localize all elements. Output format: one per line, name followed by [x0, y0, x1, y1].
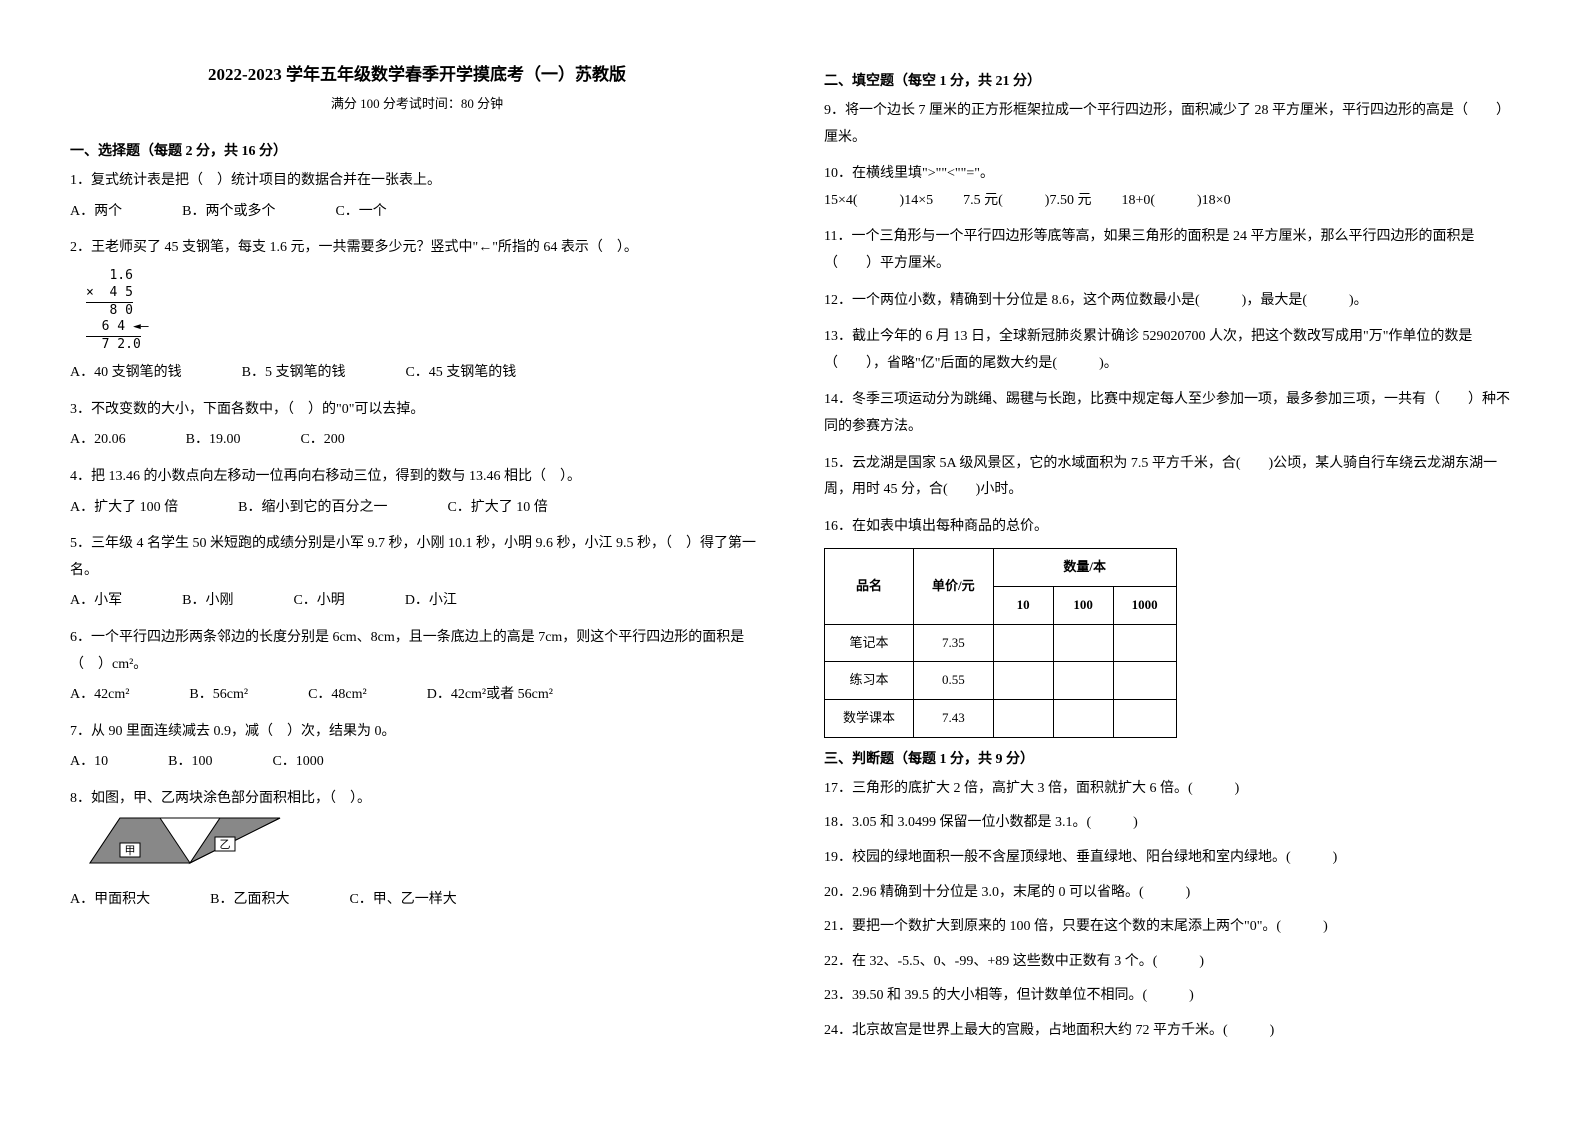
q9: 9．将一个边长 7 厘米的正方形框架拉成一个平行四边形，面积减少了 28 平方厘…	[824, 98, 1518, 151]
q6-text: 6．一个平行四边形两条邻边的长度分别是 6cm、8cm，且一条底边上的高是 7c…	[70, 625, 764, 678]
q14: 14．冬季三项运动分为跳绳、踢毽与长跑，比赛中规定每人至少参加一项，最多参加三项…	[824, 387, 1518, 440]
shape-a-label: 甲	[125, 845, 136, 857]
table-row: 笔记本 7.35	[825, 624, 1177, 662]
r1-name: 笔记本	[825, 624, 914, 662]
q5: 5．三年级 4 名学生 50 米短跑的成绩分别是小军 9.7 秒，小刚 10.1…	[70, 531, 764, 615]
section1-header: 一、选择题（每题 2 分，共 16 分）	[70, 140, 764, 160]
blank-cell	[1113, 700, 1176, 738]
q6-opt-d: D．42cm²或者 56cm²	[427, 682, 553, 709]
col-name: 品名	[825, 549, 914, 624]
q10-p2: 7.5 元( )7.50 元	[963, 188, 1091, 215]
q21: 21．要把一个数扩大到原来的 100 倍，只要在这个数的末尾添上两个"0"。( …	[824, 914, 1518, 941]
r2-name: 练习本	[825, 662, 914, 700]
blank-cell	[1053, 624, 1113, 662]
q13: 13．截止今年的 6 月 13 日，全球新冠肺炎累计确诊 529020700 人…	[824, 324, 1518, 377]
q6-opt-a: A．42cm²	[70, 682, 129, 709]
table-row: 练习本 0.55	[825, 662, 1177, 700]
left-column: 2022-2023 学年五年级数学春季开学摸底考（一）苏教版 满分 100 分考…	[40, 60, 794, 1063]
q3-opt-c: C．200	[300, 427, 344, 454]
q6-opt-c: C．48cm²	[308, 682, 367, 709]
qty-100: 100	[1053, 587, 1113, 625]
q8-opt-c: C．甲、乙一样大	[349, 887, 456, 914]
col-qty: 数量/本	[993, 549, 1176, 587]
q8-opt-a: A．甲面积大	[70, 887, 150, 914]
q1-opt-c: C．一个	[335, 199, 386, 226]
shape-b-label: 乙	[220, 838, 231, 851]
q17: 17．三角形的底扩大 2 倍，高扩大 3 倍，面积就扩大 6 倍。( )	[824, 776, 1518, 803]
q20: 20．2.96 精确到十分位是 3.0，末尾的 0 可以省略。( )	[824, 880, 1518, 907]
q5-opt-a: A．小军	[70, 588, 122, 615]
q16: 16．在如表中填出每种商品的总价。 品名 单价/元 数量/本 10 100 10…	[824, 514, 1518, 738]
table-row: 数学课本 7.43	[825, 700, 1177, 738]
q3-text: 3．不改变数的大小，下面各数中，（ ）的"0"可以去掉。	[70, 397, 764, 424]
q2-calculation: 1.6 × 4 5 8 0 6 4 ◄— 7 2.0	[86, 268, 764, 354]
section2-header: 二、填空题（每空 1 分，共 21 分）	[824, 70, 1518, 90]
q6: 6．一个平行四边形两条邻边的长度分别是 6cm、8cm，且一条底边上的高是 7c…	[70, 625, 764, 709]
q5-opt-d: D．小江	[405, 588, 457, 615]
exam-subtitle: 满分 100 分考试时间：80 分钟	[70, 93, 764, 112]
r3-price: 7.43	[914, 700, 994, 738]
blank-cell	[993, 700, 1053, 738]
r2-price: 0.55	[914, 662, 994, 700]
q16-text: 16．在如表中填出每种商品的总价。	[824, 514, 1518, 541]
q1-opt-a: A．两个	[70, 199, 122, 226]
q22: 22．在 32、-5.5、0、-99、+89 这些数中正数有 3 个。( )	[824, 949, 1518, 976]
q10-p3: 18+0( )18×0	[1121, 188, 1230, 215]
q16-table: 品名 单价/元 数量/本 10 100 1000 笔记本 7.35 练习本 0.…	[824, 548, 1177, 737]
q1-text: 1．复式统计表是把（ ）统计项目的数据合并在一张表上。	[70, 168, 764, 195]
q4-opt-b: B．缩小到它的百分之一	[238, 495, 387, 522]
q6-opt-b: B．56cm²	[189, 682, 248, 709]
blank-cell	[1113, 662, 1176, 700]
section3-header: 三、判断题（每题 1 分，共 9 分）	[824, 748, 1518, 768]
col-price: 单价/元	[914, 549, 994, 624]
blank-cell	[1053, 700, 1113, 738]
q11: 11．一个三角形与一个平行四边形等底等高，如果三角形的面积是 24 平方厘米，那…	[824, 224, 1518, 277]
q19: 19．校园的绿地面积一般不含屋顶绿地、垂直绿地、阳台绿地和室内绿地。( )	[824, 845, 1518, 872]
q24: 24．北京故宫是世界上最大的宫殿，占地面积大约 72 平方千米。( )	[824, 1018, 1518, 1045]
blank-cell	[1113, 624, 1176, 662]
q2-opt-b: B．5 支钢笔的钱	[242, 360, 346, 387]
q3-opt-a: A．20.06	[70, 427, 126, 454]
q15: 15．云龙湖是国家 5A 级风景区，它的水域面积为 7.5 平方千米，合( )公…	[824, 451, 1518, 504]
q12: 12．一个两位小数，精确到十分位是 8.6，这个两位数最小是( )，最大是( )…	[824, 288, 1518, 315]
q2-opt-c: C．45 支钢笔的钱	[405, 360, 516, 387]
q4-text: 4．把 13.46 的小数点向左移动一位再向右移动三位，得到的数与 13.46 …	[70, 464, 764, 491]
q7-opt-c: C．1000	[272, 749, 323, 776]
q4-opt-c: C．扩大了 10 倍	[447, 495, 547, 522]
q3: 3．不改变数的大小，下面各数中，（ ）的"0"可以去掉。 A．20.06 B．1…	[70, 397, 764, 454]
q8: 8．如图，甲、乙两块涂色部分面积相比，（ ）。 甲 乙 A．甲面积大 B．乙面积…	[70, 786, 764, 914]
exam-title: 2022-2023 学年五年级数学春季开学摸底考（一）苏教版	[70, 60, 764, 85]
q8-shapes: 甲 乙	[70, 813, 300, 873]
q4-opt-a: A．扩大了 100 倍	[70, 495, 178, 522]
q2-opt-a: A．40 支钢笔的钱	[70, 360, 182, 387]
q5-opt-b: B．小刚	[182, 588, 233, 615]
blank-cell	[1053, 662, 1113, 700]
q8-opt-b: B．乙面积大	[210, 887, 289, 914]
q2: 2．王老师买了 45 支钢笔，每支 1.6 元，一共需要多少元？竖式中"←"所指…	[70, 235, 764, 387]
q7-opt-b: B．100	[168, 749, 212, 776]
q1-opt-b: B．两个或多个	[182, 199, 275, 226]
right-column: 二、填空题（每空 1 分，共 21 分） 9．将一个边长 7 厘米的正方形框架拉…	[794, 60, 1548, 1063]
qty-10: 10	[993, 587, 1053, 625]
r3-name: 数学课本	[825, 700, 914, 738]
q10-p1: 15×4( )14×5	[824, 188, 933, 215]
q10: 10．在横线里填">""<""="。 15×4( )14×5 7.5 元( )7…	[824, 161, 1518, 214]
q3-opt-b: B．19.00	[186, 427, 241, 454]
q7: 7．从 90 里面连续减去 0.9，减（ ）次，结果为 0。 A．10 B．10…	[70, 719, 764, 776]
q8-text: 8．如图，甲、乙两块涂色部分面积相比，（ ）。	[70, 786, 764, 813]
q1: 1．复式统计表是把（ ）统计项目的数据合并在一张表上。 A．两个 B．两个或多个…	[70, 168, 764, 225]
q18: 18．3.05 和 3.0499 保留一位小数都是 3.1。( )	[824, 810, 1518, 837]
q2-text: 2．王老师买了 45 支钢笔，每支 1.6 元，一共需要多少元？竖式中"←"所指…	[70, 235, 764, 262]
q7-text: 7．从 90 里面连续减去 0.9，减（ ）次，结果为 0。	[70, 719, 764, 746]
blank-cell	[993, 662, 1053, 700]
blank-cell	[993, 624, 1053, 662]
q23: 23．39.50 和 39.5 的大小相等，但计数单位不相同。( )	[824, 983, 1518, 1010]
q5-text: 5．三年级 4 名学生 50 米短跑的成绩分别是小军 9.7 秒，小刚 10.1…	[70, 531, 764, 584]
q7-opt-a: A．10	[70, 749, 108, 776]
q5-opt-c: C．小明	[293, 588, 344, 615]
r1-price: 7.35	[914, 624, 994, 662]
qty-1000: 1000	[1113, 587, 1176, 625]
q10-text: 10．在横线里填">""<""="。	[824, 161, 1518, 188]
q4: 4．把 13.46 的小数点向左移动一位再向右移动三位，得到的数与 13.46 …	[70, 464, 764, 521]
